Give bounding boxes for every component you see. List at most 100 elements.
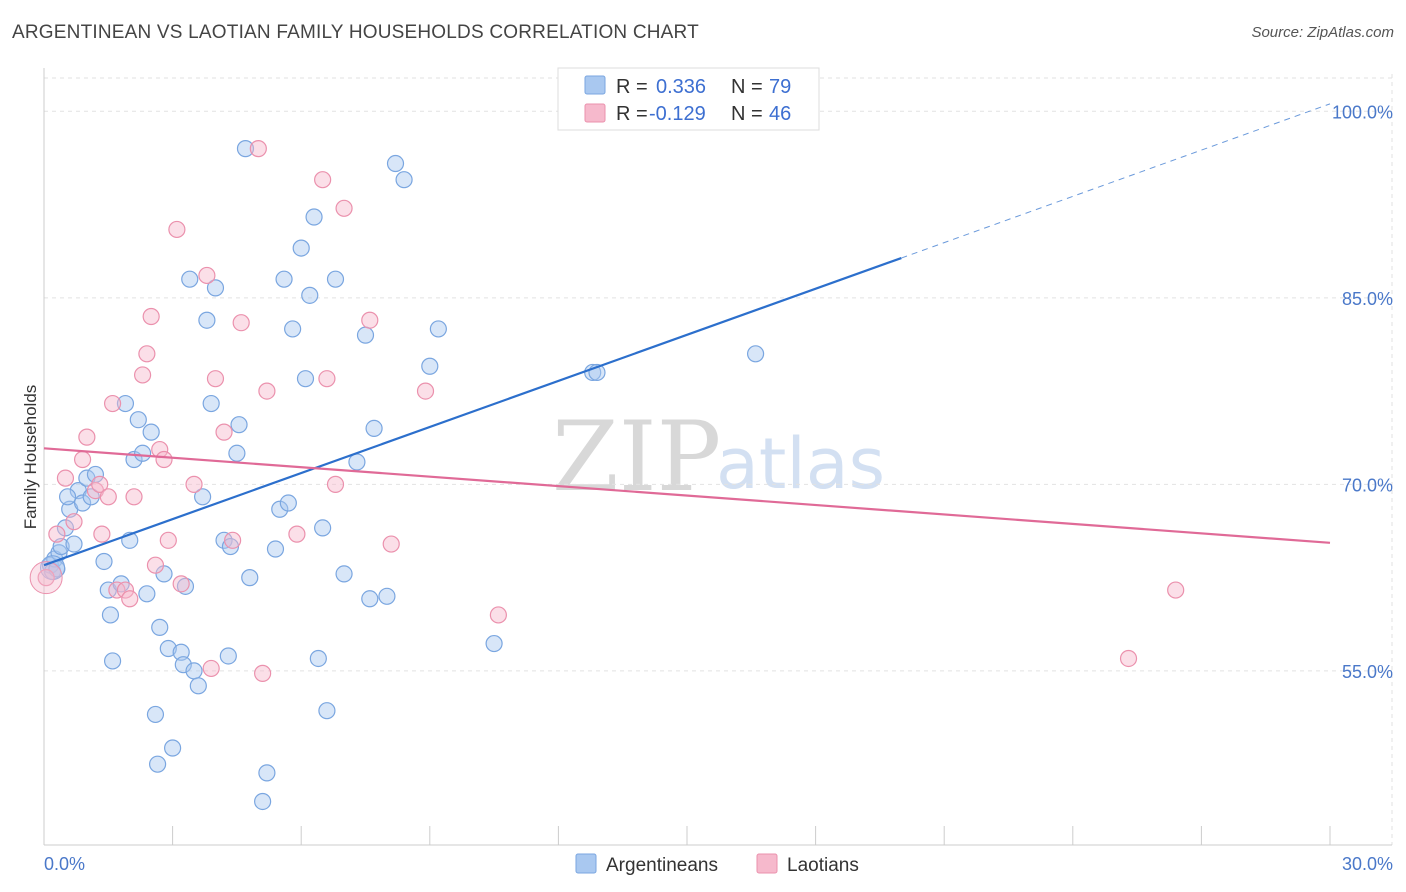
data-point bbox=[279, 494, 297, 512]
series-legend: Argentineans Laotians bbox=[575, 853, 859, 876]
data-point bbox=[305, 208, 323, 226]
bottom-legend-swatch-pink bbox=[756, 853, 778, 874]
data-point bbox=[58, 488, 77, 506]
data-point bbox=[215, 423, 233, 441]
data-point bbox=[133, 444, 152, 462]
data-point bbox=[318, 370, 336, 388]
data-point bbox=[326, 475, 345, 493]
data-point bbox=[198, 266, 216, 285]
data-point bbox=[172, 643, 190, 661]
data-point bbox=[202, 394, 220, 413]
data-point bbox=[151, 618, 169, 636]
data-point bbox=[194, 488, 212, 506]
x-tick-label: 0.0% bbox=[44, 854, 85, 874]
data-point bbox=[361, 311, 379, 329]
data-point bbox=[1167, 581, 1185, 599]
data-point bbox=[284, 320, 302, 338]
data-point bbox=[219, 647, 237, 665]
data-point bbox=[335, 565, 353, 583]
data-point bbox=[185, 662, 203, 680]
data-point bbox=[489, 606, 507, 624]
data-point bbox=[228, 444, 246, 462]
data-point bbox=[155, 565, 173, 583]
data-point bbox=[202, 659, 220, 678]
data-point bbox=[129, 411, 147, 429]
data-point bbox=[271, 500, 289, 518]
data-point bbox=[746, 345, 765, 363]
data-point bbox=[168, 220, 186, 239]
laotians-trend-line bbox=[43, 447, 1331, 544]
data-point bbox=[164, 739, 182, 757]
data-point bbox=[73, 450, 92, 469]
data-point bbox=[429, 320, 447, 338]
data-point bbox=[65, 513, 83, 531]
data-point bbox=[93, 525, 111, 543]
bottom-legend-swatch-blue bbox=[575, 853, 597, 874]
legend-r-value-2: -0.129 bbox=[649, 103, 706, 125]
data-point bbox=[116, 394, 135, 413]
trend-lines bbox=[43, 103, 1331, 567]
data-point bbox=[125, 488, 143, 506]
data-point bbox=[121, 590, 139, 608]
data-point bbox=[318, 702, 336, 720]
data-point bbox=[365, 419, 383, 438]
data-point bbox=[241, 569, 259, 587]
legend-n-value-1: 79 bbox=[769, 76, 791, 98]
data-point bbox=[103, 652, 122, 670]
data-point bbox=[296, 370, 315, 388]
x-tick-label: 30.0% bbox=[1342, 854, 1393, 874]
data-point bbox=[249, 140, 267, 158]
data-point bbox=[174, 656, 192, 674]
data-point bbox=[421, 357, 439, 375]
data-point bbox=[232, 314, 250, 332]
data-point bbox=[1119, 649, 1138, 668]
data-point bbox=[335, 199, 353, 217]
data-point bbox=[103, 394, 122, 413]
data-point bbox=[78, 428, 96, 446]
legend-swatch-pink bbox=[584, 103, 606, 123]
data-point bbox=[266, 540, 285, 558]
data-point bbox=[301, 286, 319, 304]
legend-r-value-1: 0.336 bbox=[656, 76, 706, 98]
watermark-zip: ZIP bbox=[552, 401, 721, 513]
data-point bbox=[73, 494, 92, 512]
data-point bbox=[142, 307, 160, 326]
data-point bbox=[37, 569, 55, 587]
data-point bbox=[65, 535, 83, 553]
data-point bbox=[159, 639, 177, 658]
data-point bbox=[230, 416, 248, 434]
data-point bbox=[326, 270, 345, 288]
data-point bbox=[56, 469, 75, 487]
axes: 55.0% 70.0% 85.0% 100.0% 0.0% 30.0% bbox=[43, 68, 1393, 874]
data-point bbox=[378, 587, 396, 605]
bottom-legend-laotians: Laotians bbox=[787, 855, 859, 876]
data-point bbox=[198, 311, 216, 329]
data-point bbox=[258, 764, 276, 782]
data-point bbox=[314, 519, 332, 537]
legend-r-label-2: R = bbox=[616, 103, 648, 125]
chart-source: Source: ZipAtlas.com bbox=[1251, 24, 1394, 41]
watermark-atlas: atlas bbox=[716, 423, 885, 505]
data-point bbox=[236, 140, 255, 158]
data-point bbox=[382, 535, 400, 553]
data-point bbox=[138, 585, 156, 603]
data-point bbox=[116, 581, 135, 599]
chart-title: ARGENTINEAN VS LAOTIAN FAMILY HOUSEHOLDS… bbox=[12, 22, 699, 43]
data-point bbox=[181, 270, 199, 288]
data-point bbox=[189, 677, 207, 695]
data-point bbox=[309, 649, 327, 668]
data-point bbox=[356, 326, 375, 344]
data-point bbox=[485, 634, 503, 653]
data-point bbox=[133, 366, 152, 384]
data-point bbox=[395, 171, 413, 189]
data-point bbox=[95, 552, 113, 571]
data-point bbox=[206, 370, 225, 388]
data-point bbox=[99, 488, 117, 506]
data-point bbox=[224, 531, 242, 549]
laotians-points bbox=[29, 140, 1185, 682]
data-point bbox=[56, 519, 75, 537]
stats-legend: R = 0.336 N = 79 R = -0.129 N = 46 bbox=[557, 67, 820, 131]
data-point bbox=[254, 664, 272, 682]
legend-n-label-1: N = bbox=[731, 76, 763, 98]
